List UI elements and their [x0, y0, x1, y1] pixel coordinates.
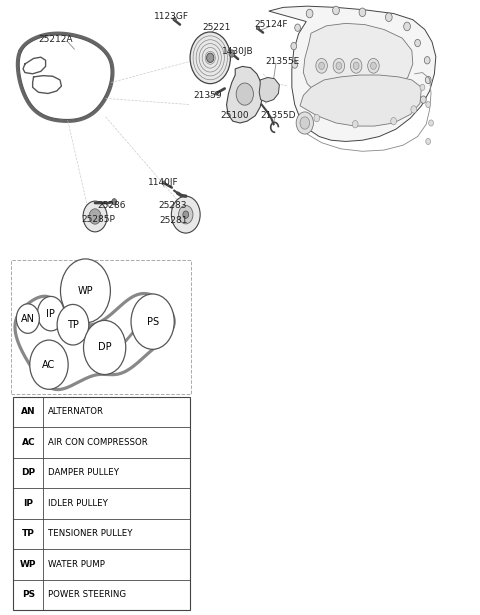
Text: WP: WP — [20, 560, 36, 569]
Text: 21355D: 21355D — [261, 111, 296, 120]
Circle shape — [300, 117, 310, 129]
Circle shape — [353, 62, 359, 69]
Text: IDLER PULLEY: IDLER PULLEY — [48, 499, 108, 508]
Polygon shape — [303, 23, 413, 101]
Circle shape — [291, 42, 297, 50]
Circle shape — [306, 9, 313, 18]
Text: PS: PS — [146, 317, 159, 327]
Text: 25286: 25286 — [97, 201, 126, 210]
Text: IP: IP — [47, 309, 55, 319]
Circle shape — [183, 211, 189, 218]
Text: DP: DP — [21, 469, 36, 477]
Text: PS: PS — [22, 590, 35, 600]
Circle shape — [352, 121, 358, 128]
Text: TENSIONER PULLEY: TENSIONER PULLEY — [48, 530, 132, 538]
Text: TP: TP — [67, 320, 79, 330]
Circle shape — [420, 84, 425, 90]
Circle shape — [30, 340, 68, 389]
Circle shape — [57, 304, 89, 345]
Circle shape — [229, 50, 235, 57]
Text: 1430JB: 1430JB — [222, 47, 253, 55]
Circle shape — [350, 58, 362, 73]
Text: AC: AC — [22, 438, 35, 447]
Circle shape — [425, 76, 431, 84]
Text: POWER STEERING: POWER STEERING — [48, 590, 126, 600]
Polygon shape — [256, 26, 260, 30]
Circle shape — [131, 294, 174, 349]
Text: DAMPER PULLEY: DAMPER PULLEY — [48, 469, 119, 477]
Polygon shape — [215, 91, 218, 95]
Polygon shape — [227, 66, 263, 123]
Circle shape — [411, 106, 417, 113]
Bar — [11, 260, 191, 394]
Text: 1140JF: 1140JF — [148, 178, 179, 187]
Circle shape — [333, 58, 345, 73]
Circle shape — [391, 117, 396, 125]
Circle shape — [314, 114, 320, 122]
Text: IP: IP — [24, 499, 33, 508]
Circle shape — [171, 196, 200, 233]
Circle shape — [190, 32, 230, 84]
Polygon shape — [173, 17, 177, 21]
Circle shape — [236, 83, 253, 105]
Circle shape — [420, 96, 426, 103]
Bar — [13, 397, 190, 610]
Polygon shape — [19, 35, 111, 119]
Circle shape — [426, 101, 431, 108]
Circle shape — [415, 39, 420, 47]
Text: 21355E: 21355E — [265, 57, 300, 66]
Polygon shape — [19, 35, 111, 119]
Polygon shape — [162, 181, 165, 184]
Circle shape — [37, 296, 64, 331]
Text: 25100: 25100 — [220, 111, 249, 119]
Text: ALTERNATOR: ALTERNATOR — [48, 407, 104, 416]
Circle shape — [336, 62, 342, 69]
Circle shape — [385, 13, 392, 22]
Text: AN: AN — [21, 314, 35, 323]
Circle shape — [319, 62, 324, 69]
Circle shape — [371, 62, 376, 69]
Circle shape — [16, 304, 39, 333]
Circle shape — [89, 209, 101, 224]
Circle shape — [316, 58, 327, 73]
Circle shape — [112, 199, 117, 205]
Circle shape — [359, 8, 366, 17]
Circle shape — [206, 53, 214, 63]
Circle shape — [429, 120, 433, 126]
Text: AIR CON COMPRESSOR: AIR CON COMPRESSOR — [48, 438, 148, 447]
Circle shape — [424, 57, 430, 64]
Circle shape — [368, 58, 379, 73]
Text: DP: DP — [98, 343, 111, 352]
Text: 1123GF: 1123GF — [155, 12, 189, 21]
Circle shape — [296, 112, 313, 134]
Text: 25281: 25281 — [159, 216, 188, 225]
Circle shape — [333, 6, 339, 15]
Text: 25285P: 25285P — [82, 215, 115, 224]
Circle shape — [83, 201, 107, 232]
Polygon shape — [300, 75, 421, 126]
Text: WATER PUMP: WATER PUMP — [48, 560, 105, 569]
Circle shape — [404, 22, 410, 31]
Text: 25212A: 25212A — [38, 35, 72, 44]
Text: 25124F: 25124F — [254, 20, 288, 29]
Circle shape — [84, 320, 126, 375]
Circle shape — [60, 259, 110, 323]
Polygon shape — [259, 77, 279, 102]
Text: 21359: 21359 — [193, 91, 222, 100]
Circle shape — [179, 205, 193, 224]
Text: WP: WP — [78, 286, 93, 296]
Text: AN: AN — [21, 407, 36, 416]
Polygon shape — [269, 6, 436, 141]
Text: TP: TP — [22, 530, 35, 538]
Circle shape — [292, 61, 298, 68]
Text: 25221: 25221 — [203, 23, 231, 31]
Circle shape — [426, 138, 431, 145]
Text: 25283: 25283 — [158, 201, 187, 210]
Text: AC: AC — [42, 360, 56, 370]
Circle shape — [295, 24, 300, 31]
